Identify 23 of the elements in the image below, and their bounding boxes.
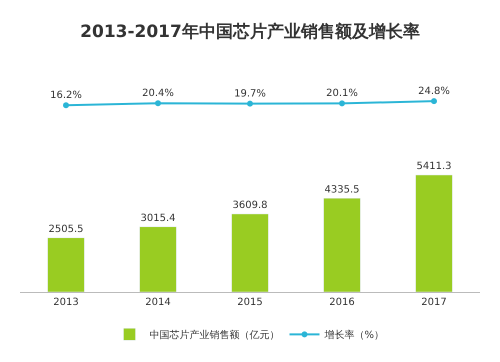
x-tick-label: 2013 xyxy=(53,297,79,308)
data-label: 3609.8 xyxy=(232,200,268,211)
data-label: 5411.3 xyxy=(416,160,452,172)
x-tick-label: 2017 xyxy=(421,297,447,308)
data-label: 20.1% xyxy=(326,88,358,100)
x-tick-label: 2015 xyxy=(237,297,263,308)
bar xyxy=(139,226,177,292)
data-label: 20.4% xyxy=(142,88,174,100)
bar xyxy=(231,214,269,292)
data-label: 3015.4 xyxy=(140,212,176,224)
bar xyxy=(323,198,361,292)
bar xyxy=(47,238,85,292)
data-label: 16.2% xyxy=(50,90,82,101)
legend-label: 增长率（%） xyxy=(324,329,384,342)
x-tick-label: 2014 xyxy=(145,297,171,308)
chart-title: 2013-2017年中国芯片产业销售额及增长率 xyxy=(80,22,420,42)
data-label: 2505.5 xyxy=(48,224,84,235)
data-label: 24.8% xyxy=(418,86,450,97)
data-label: 19.7% xyxy=(234,88,266,100)
legend-label: 中国芯片产业销售额（亿元） xyxy=(150,329,280,342)
data-label: 4335.5 xyxy=(324,184,360,196)
x-tick-label: 2016 xyxy=(329,297,355,308)
bar xyxy=(415,174,453,292)
